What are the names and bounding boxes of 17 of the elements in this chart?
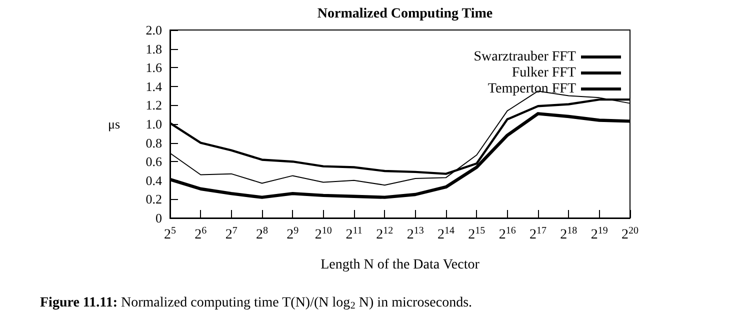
y-tick-label: 1.0 (146, 116, 162, 132)
y-tick-label: 0 (156, 210, 162, 226)
y-axis-title: μs (108, 116, 120, 132)
legend-label: Swarztrauber FFT (474, 50, 576, 64)
y-tick-label: 0.6 (146, 154, 162, 170)
y-tick-label: 1.4 (146, 78, 162, 94)
y-tick-label: 0.8 (146, 135, 162, 150)
y-tick-label: 0.4 (146, 172, 162, 188)
legend-label: Temperton FFT (488, 82, 576, 96)
legend-label: Fulker FFT (512, 66, 576, 80)
y-tick-label: 1.8 (146, 41, 162, 56)
y-tick-label: 0.2 (146, 192, 162, 207)
y-tick-label: 1.2 (146, 98, 162, 113)
y-tick-label: 2.0 (146, 22, 162, 38)
y-tick-label: 1.6 (146, 60, 162, 76)
chart-title: Normalized Computing Time (317, 6, 493, 22)
x-axis-title: Length N of the Data Vector (320, 258, 480, 272)
